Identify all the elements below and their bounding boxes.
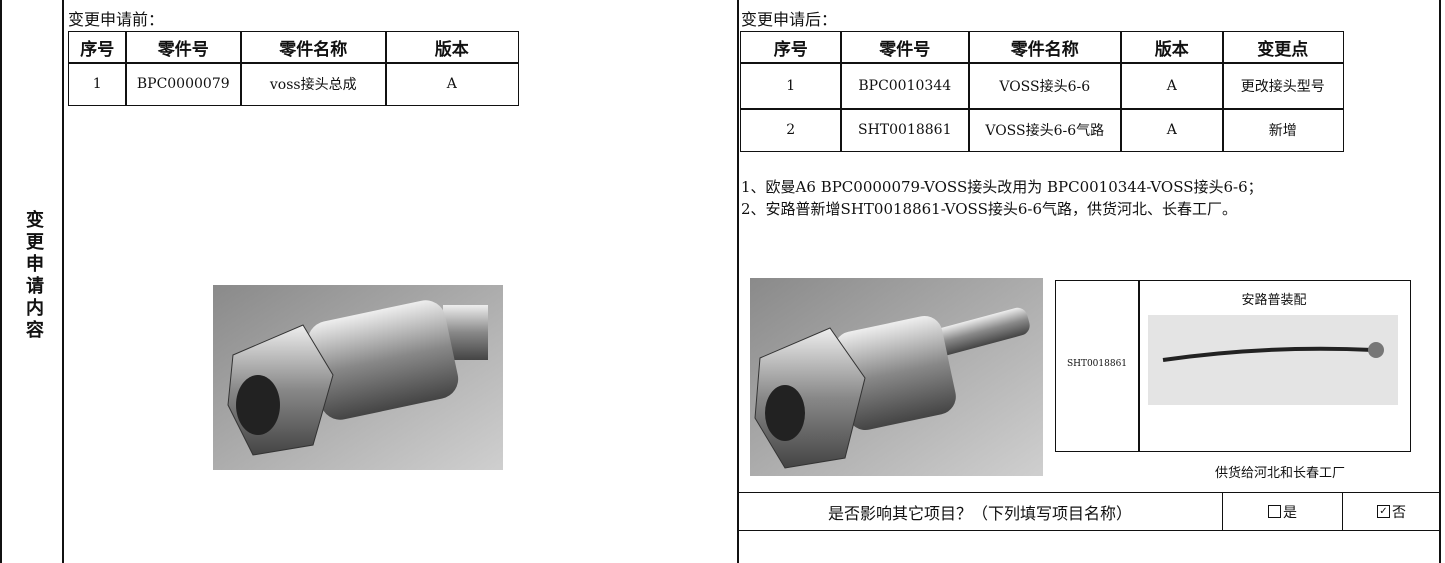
impact-option[interactable]: 是 bbox=[1222, 492, 1343, 531]
header-cell: 序号 bbox=[68, 31, 127, 64]
table-cell: 1 bbox=[740, 62, 842, 110]
option-label: 是 bbox=[1283, 504, 1297, 521]
table-cell: A bbox=[385, 62, 519, 106]
diagram-caption: 供货给河北和长春工厂 bbox=[1214, 466, 1345, 481]
header-cell: 变更点 bbox=[1222, 31, 1344, 64]
table-cell: VOSS接头6-6 bbox=[968, 62, 1122, 110]
table-cell: 2 bbox=[740, 108, 842, 152]
table-cell: VOSS接头6-6气路 bbox=[968, 108, 1122, 152]
section-label: 变更申请内容 bbox=[23, 210, 44, 342]
header-cell: 零件名称 bbox=[240, 31, 387, 64]
table-cell: 1 bbox=[68, 62, 127, 106]
impact-question: 是否影响其它项目？（下列填写项目名称） bbox=[737, 492, 1223, 531]
header-cell: 零件名称 bbox=[968, 31, 1122, 64]
divider bbox=[737, 0, 739, 563]
header-cell: 版本 bbox=[1120, 31, 1224, 64]
header-cell: 版本 bbox=[385, 31, 519, 64]
table-cell: voss接头总成 bbox=[240, 62, 387, 106]
divider bbox=[1138, 281, 1140, 451]
note: 2、安路普新增SHT0018861-VOSS接头6-6气路，供货河北、长春工厂。 bbox=[741, 200, 1237, 218]
note: 1、欧曼A6 BPC0000079-VOSS接头改用为 BPC0010344-V… bbox=[741, 178, 1263, 196]
table-cell: 更改接头型号 bbox=[1222, 62, 1344, 110]
table-cell: 新增 bbox=[1222, 108, 1344, 152]
table-cell: BPC0010344 bbox=[840, 62, 970, 110]
part-photo bbox=[750, 278, 1043, 476]
header-cell: 零件号 bbox=[125, 31, 242, 64]
part-photo bbox=[213, 285, 503, 470]
impact-option[interactable]: ✓ 否 bbox=[1342, 492, 1440, 531]
table-cell: A bbox=[1120, 108, 1224, 152]
diagram-part: SHT0018861 bbox=[1066, 359, 1128, 369]
section-title: 变更申请前： bbox=[68, 10, 165, 29]
section-title: 变更申请后： bbox=[741, 10, 838, 29]
border bbox=[0, 0, 2, 563]
divider bbox=[62, 0, 64, 563]
checkbox[interactable] bbox=[1268, 505, 1281, 518]
diagram-title: 安路普装配 bbox=[1241, 293, 1307, 308]
option-label: 否 bbox=[1392, 504, 1406, 521]
diagram-box: SHT0018861 安路普装配 bbox=[1055, 280, 1411, 452]
table-cell: SHT0018861 bbox=[840, 108, 970, 152]
header-cell: 序号 bbox=[740, 31, 842, 64]
notes: 1、欧曼A6 BPC0000079-VOSS接头改用为 BPC0010344-V… bbox=[741, 176, 1263, 220]
checkbox-checked[interactable]: ✓ bbox=[1377, 505, 1390, 518]
table-cell: BPC0000079 bbox=[125, 62, 242, 106]
hose-photo bbox=[1148, 315, 1398, 405]
header-cell: 零件号 bbox=[840, 31, 970, 64]
border bbox=[1439, 0, 1441, 563]
table-cell: A bbox=[1120, 62, 1224, 110]
